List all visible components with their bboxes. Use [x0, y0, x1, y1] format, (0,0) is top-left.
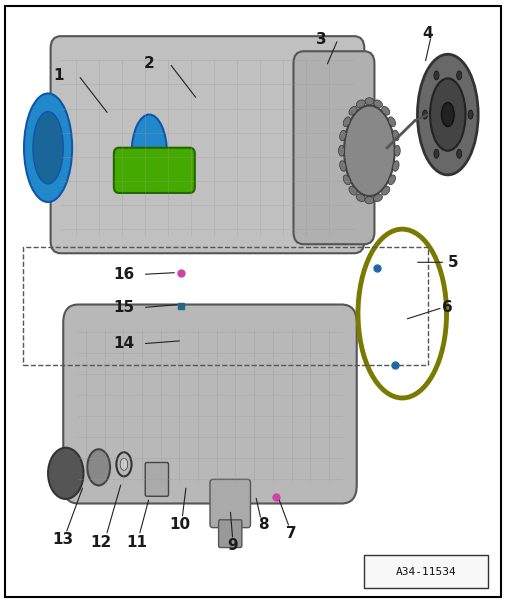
Ellipse shape — [348, 106, 357, 115]
Ellipse shape — [433, 71, 438, 80]
Ellipse shape — [392, 130, 398, 140]
Text: 9: 9 — [227, 538, 237, 553]
Ellipse shape — [364, 197, 373, 204]
Ellipse shape — [131, 115, 167, 193]
Ellipse shape — [33, 112, 63, 184]
Text: 12: 12 — [90, 535, 112, 550]
FancyBboxPatch shape — [145, 463, 168, 496]
Ellipse shape — [387, 175, 395, 185]
Text: 16: 16 — [113, 267, 134, 282]
Text: 15: 15 — [113, 300, 134, 315]
Ellipse shape — [456, 149, 461, 158]
Text: 1: 1 — [53, 68, 63, 83]
Ellipse shape — [467, 110, 472, 119]
Text: 6: 6 — [441, 300, 452, 315]
Ellipse shape — [24, 93, 72, 202]
Bar — [23, 247, 427, 365]
Ellipse shape — [356, 194, 365, 201]
FancyBboxPatch shape — [114, 148, 194, 193]
Ellipse shape — [433, 149, 438, 158]
Text: 11: 11 — [126, 535, 147, 550]
Ellipse shape — [348, 186, 357, 195]
Text: A34-11534: A34-11534 — [395, 567, 456, 576]
Ellipse shape — [429, 78, 465, 151]
FancyBboxPatch shape — [293, 51, 374, 244]
Ellipse shape — [120, 458, 127, 470]
Text: 7: 7 — [285, 526, 295, 541]
Text: 10: 10 — [169, 517, 190, 532]
Text: 4: 4 — [422, 26, 432, 40]
Text: 14: 14 — [113, 336, 134, 351]
Ellipse shape — [338, 145, 344, 156]
Ellipse shape — [381, 186, 389, 195]
Ellipse shape — [356, 100, 365, 107]
Ellipse shape — [373, 194, 382, 201]
FancyBboxPatch shape — [50, 36, 364, 253]
FancyBboxPatch shape — [364, 555, 487, 588]
Ellipse shape — [48, 447, 83, 499]
Ellipse shape — [339, 130, 345, 140]
Ellipse shape — [381, 106, 389, 115]
Text: 8: 8 — [258, 517, 268, 532]
FancyBboxPatch shape — [218, 520, 241, 548]
FancyBboxPatch shape — [63, 305, 356, 504]
Ellipse shape — [440, 103, 453, 127]
Ellipse shape — [364, 98, 373, 105]
Ellipse shape — [456, 71, 461, 80]
Ellipse shape — [373, 100, 382, 107]
Text: 2: 2 — [143, 56, 155, 71]
Ellipse shape — [393, 145, 399, 156]
Ellipse shape — [339, 161, 345, 171]
Ellipse shape — [342, 117, 350, 127]
Ellipse shape — [87, 449, 110, 485]
Ellipse shape — [417, 54, 477, 175]
Ellipse shape — [422, 110, 427, 119]
Ellipse shape — [342, 175, 350, 185]
Ellipse shape — [392, 161, 398, 171]
Ellipse shape — [343, 106, 394, 196]
Text: 5: 5 — [447, 255, 457, 270]
FancyBboxPatch shape — [210, 479, 250, 528]
Ellipse shape — [387, 117, 395, 127]
Text: 13: 13 — [53, 532, 74, 547]
Text: 3: 3 — [316, 32, 326, 46]
